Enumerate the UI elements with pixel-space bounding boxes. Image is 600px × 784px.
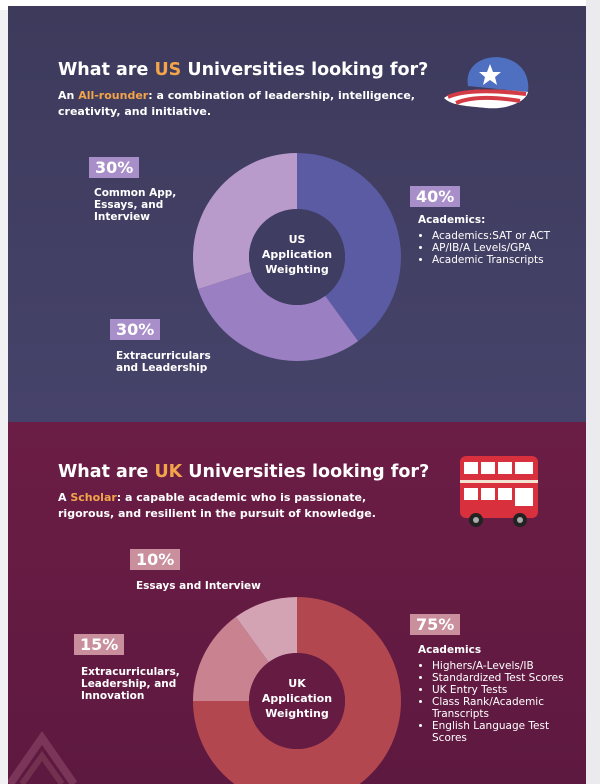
us-academics-heading: Academics: [418, 214, 486, 226]
uk-donut-center-label-1: Application [262, 692, 332, 705]
us-donut-slice-common-app-essays-and-interview [193, 153, 297, 290]
us-donut-chart: US Application Weighting [193, 153, 401, 361]
uk-donut-slice-essays-and-interview [235, 597, 297, 663]
uk-donut-center-label-2: Weighting [265, 707, 328, 720]
us-common-app-pct: 30% [89, 157, 140, 178]
us-academics-list: Academics:SAT or ACTAP/IB/A Levels/GPAAc… [418, 230, 550, 266]
us-lead-highlight: All-rounder [78, 89, 149, 102]
uk-essays-label: Essays and Interview [136, 580, 261, 592]
uk-academics-bullet-3: Class Rank/Academic Transcripts [432, 696, 572, 720]
uk-academics-bullet-0: Highers/A-Levels/IB [432, 660, 572, 672]
uk-lead-highlight: Scholar [70, 491, 117, 504]
uk-extracurricular-label: Extracurriculars, Leadership, and Innova… [81, 666, 180, 702]
us-extracurricular-label: Extracurriculars and Leadership [116, 350, 211, 374]
us-academics-bullet-0: Academics:SAT or ACT [432, 230, 550, 242]
uk-academics-list: Highers/A-Levels/IBStandardized Test Sco… [418, 660, 572, 744]
us-donut-center-label-1: Application [262, 248, 332, 261]
uk-donut-slice-extracurriculars-leadership-and-innovation [193, 616, 269, 701]
us-donut-slice-extracurriculars-and-leadership [198, 271, 359, 361]
us-academics-pct: 40% [410, 186, 461, 207]
uk-lead-text: A Scholar: a capable academic who is pas… [58, 491, 376, 520]
uk-academics-bullet-4: English Language Test Scores [432, 720, 572, 744]
uk-donut-slice-academics [193, 597, 401, 784]
uk-academics-heading: Academics [418, 644, 482, 656]
chevron-watermark-icon [8, 730, 78, 784]
us-donut-slice-academics [297, 153, 401, 342]
page-top-frame [0, 0, 600, 10]
us-common-app-label: Common App, Essays, and Interview [94, 187, 177, 223]
uk-heading: What are UK Universities looking for? [58, 462, 430, 482]
us-extracurricular-pct: 30% [110, 319, 161, 340]
us-section: What are US Universities looking for? An… [8, 6, 586, 422]
uk-academics-pct: 75% [410, 614, 461, 635]
us-academics-bullet-2: Academic Transcripts [432, 254, 550, 266]
us-donut-center-hole [249, 209, 345, 305]
us-donut-center-label-2: Weighting [265, 263, 328, 276]
uk-extracurricular-pct: 15% [74, 634, 125, 655]
uk-donut-chart: UK Application Weighting [193, 597, 401, 784]
uk-academics-bullet-1: Standardized Test Scores [432, 672, 572, 684]
us-academics-bullet-1: AP/IB/A Levels/GPA [432, 242, 550, 254]
uk-donut-center-label-0: UK [288, 677, 306, 690]
double-decker-bus-icon [460, 456, 538, 527]
baseball-cap-icon [444, 57, 529, 109]
uk-section: What are UK Universities looking for? A … [8, 422, 586, 784]
us-donut-center-label-0: US [289, 233, 306, 246]
us-heading: What are US Universities looking for? [58, 60, 429, 80]
page-right-frame [586, 0, 600, 784]
uk-donut-center-hole [249, 653, 345, 749]
uk-essays-pct: 10% [130, 549, 181, 570]
infographic: What are US Universities looking for? An… [8, 6, 586, 784]
uk-academics-bullet-2: UK Entry Tests [432, 684, 572, 696]
us-lead-text: An All-rounder: a combination of leaders… [58, 89, 415, 118]
